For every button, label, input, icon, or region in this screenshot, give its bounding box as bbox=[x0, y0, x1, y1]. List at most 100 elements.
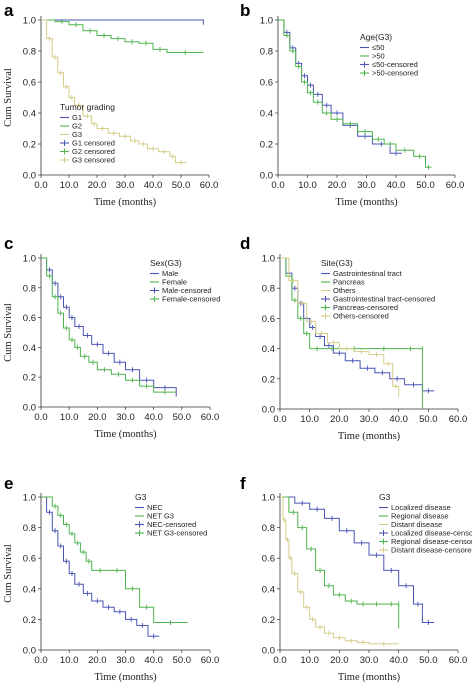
curve-g1 bbox=[41, 19, 204, 25]
x-tick-label: 50.0 bbox=[419, 655, 438, 666]
y-tick-label: 0.0 bbox=[260, 171, 273, 182]
y-axis-title: Cum Survival bbox=[3, 544, 14, 603]
y-tick-label: 0.8 bbox=[262, 523, 275, 534]
y-tick-label: 0.6 bbox=[262, 314, 275, 325]
x-tick-label: 10.0 bbox=[300, 414, 319, 425]
x-tick-label: 20.0 bbox=[330, 414, 349, 425]
y-axis-title: Cum Survival bbox=[3, 68, 14, 127]
x-tick-label: 30.0 bbox=[360, 655, 379, 666]
y-tick-label: 0.4 bbox=[23, 343, 36, 354]
y-tick-label: 0.2 bbox=[23, 615, 36, 626]
x-tick-label: 60.0 bbox=[201, 655, 220, 666]
legend-entry: Distant disease bbox=[391, 520, 442, 529]
legend-entry: Female bbox=[162, 278, 187, 287]
curve-net-g3 bbox=[41, 496, 188, 623]
y-tick-label: 0.8 bbox=[262, 284, 275, 295]
legend-title: Tumor grading bbox=[60, 102, 115, 112]
x-tick-label: 40.0 bbox=[144, 655, 163, 666]
legend-entry: G3 censored bbox=[72, 156, 115, 165]
panel-b: b 0.0 10.0 20.0 30.0 40.0 50.0 60.0 0.0 0.2 0.4 0.6… bbox=[240, 1, 464, 208]
y-tick-label: 1.0 bbox=[262, 254, 275, 265]
legend-entry: Regional disease bbox=[391, 512, 449, 521]
curve-pancreas bbox=[280, 257, 423, 409]
legend: Site(G3)Gastrointestinal tractPancreasOt… bbox=[321, 258, 435, 321]
curve-regional-disease bbox=[280, 496, 400, 629]
y-tick-label: 0.2 bbox=[23, 140, 36, 151]
legend-entry: Localized disease bbox=[391, 503, 451, 512]
panel-a: a 0.0 10.0 20.0 30.0 40.0 50.0 60.0 0.0 0.2 0.4 0.6… bbox=[3, 1, 218, 208]
x-tick-label: 20.0 bbox=[330, 655, 349, 666]
x-tick-label: 60.0 bbox=[449, 414, 468, 425]
y-tick-label: 0.0 bbox=[262, 405, 275, 416]
legend-entry: Distant disease-censored bbox=[391, 546, 472, 555]
y-tick-label: 0.4 bbox=[262, 584, 275, 595]
y-axis-title: Cum Survival bbox=[3, 303, 14, 362]
curve-g3 bbox=[41, 19, 187, 164]
legend-title: G3 bbox=[135, 492, 147, 502]
y-tick-label: 1.0 bbox=[23, 254, 36, 265]
y-tick-label: 0.0 bbox=[23, 171, 36, 182]
panel-c: c 0.0 10.0 20.0 30.0 40.0 50.0 60.0 0.0 0.2 0.4 0.6… bbox=[3, 234, 220, 440]
y-tick-label: 0.6 bbox=[260, 78, 273, 89]
y-tick-label: 0.8 bbox=[260, 47, 273, 58]
legend-entry: Gastrointestinal tract-censored bbox=[333, 295, 435, 304]
curve-female bbox=[41, 257, 177, 393]
legend-entry: Male bbox=[162, 269, 178, 278]
y-tick-label: 1.0 bbox=[260, 16, 273, 27]
curve-nec bbox=[41, 496, 160, 637]
x-tick-label: 30.0 bbox=[116, 655, 135, 666]
panel-e: e 0.0 10.0 20.0 30.0 40.0 50.0 60.0 0.0 0.2 0.4 0.6… bbox=[3, 474, 219, 683]
x-tick-label: 60.0 bbox=[200, 180, 219, 191]
legend-entry: Pancreas-censored bbox=[333, 303, 398, 312]
panel-d: d 0.0 10.0 20.0 30.0 40.0 50.0 60.0 0.0 0.2 0.4 0.6… bbox=[240, 234, 467, 442]
x-tick-label: 30.0 bbox=[360, 414, 379, 425]
y-tick-label: 0.2 bbox=[260, 140, 273, 151]
legend-entry: G1 censored bbox=[72, 139, 115, 148]
legend-entry: >50 bbox=[372, 52, 385, 61]
panel-letter: f bbox=[240, 474, 246, 493]
y-tick-label: 0.0 bbox=[262, 646, 275, 657]
legend: Sex(G3)MaleFemaleMale-censoredFemale-cen… bbox=[150, 258, 220, 304]
legend: Age(G3)≤50>50≤50-censored>50-censored bbox=[360, 32, 418, 78]
y-tick-label: 0.6 bbox=[23, 313, 36, 324]
y-tick-label: 0.0 bbox=[23, 646, 36, 657]
x-tick-label: 0.0 bbox=[273, 655, 286, 666]
x-axis-title: Time (months) bbox=[338, 431, 401, 442]
x-tick-label: 20.0 bbox=[88, 180, 107, 191]
y-tick-label: 0.8 bbox=[23, 47, 36, 58]
legend-entry: Pancreas bbox=[333, 278, 365, 287]
y-tick-label: 0.2 bbox=[262, 615, 275, 626]
y-tick-label: 1.0 bbox=[262, 493, 275, 504]
x-tick-label: 50.0 bbox=[419, 414, 438, 425]
legend-title: Age(G3) bbox=[360, 32, 392, 42]
legend-entry: Others-censored bbox=[333, 312, 389, 321]
x-tick-label: 50.0 bbox=[172, 180, 191, 191]
y-tick-label: 0.6 bbox=[23, 554, 36, 565]
legend-entry: >50-censored bbox=[372, 69, 418, 78]
x-tick-label: 0.0 bbox=[34, 655, 47, 666]
x-axis-title: Time (months) bbox=[94, 672, 157, 683]
y-tick-label: 0.2 bbox=[23, 373, 36, 384]
y-tick-label: 0.4 bbox=[23, 584, 36, 595]
panel-letter: e bbox=[4, 474, 13, 493]
x-tick-label: 10.0 bbox=[60, 180, 79, 191]
y-tick-label: 0.4 bbox=[23, 109, 36, 120]
y-tick-label: 0.4 bbox=[260, 109, 273, 120]
x-tick-label: 40.0 bbox=[144, 412, 163, 423]
x-axis-title: Time (months) bbox=[338, 672, 401, 683]
legend-entry: Localized disease-censored bbox=[391, 529, 472, 538]
x-tick-label: 50.0 bbox=[416, 180, 435, 191]
curve-others bbox=[280, 257, 400, 397]
legend-entry: Others bbox=[333, 286, 356, 295]
x-tick-label: 30.0 bbox=[116, 180, 135, 191]
x-tick-label: 60.0 bbox=[201, 412, 220, 423]
panel-f: f 0.0 10.0 20.0 30.0 40.0 50.0 60.0 0.0 0.2 0.4 0.6… bbox=[240, 474, 472, 683]
x-tick-label: 40.0 bbox=[144, 180, 163, 191]
x-tick-label: 0.0 bbox=[34, 180, 47, 191]
legend-entry: G2 bbox=[72, 122, 82, 131]
legend-title: Site(G3) bbox=[321, 258, 353, 268]
x-tick-label: 30.0 bbox=[357, 180, 376, 191]
legend-title: G3 bbox=[379, 492, 391, 502]
